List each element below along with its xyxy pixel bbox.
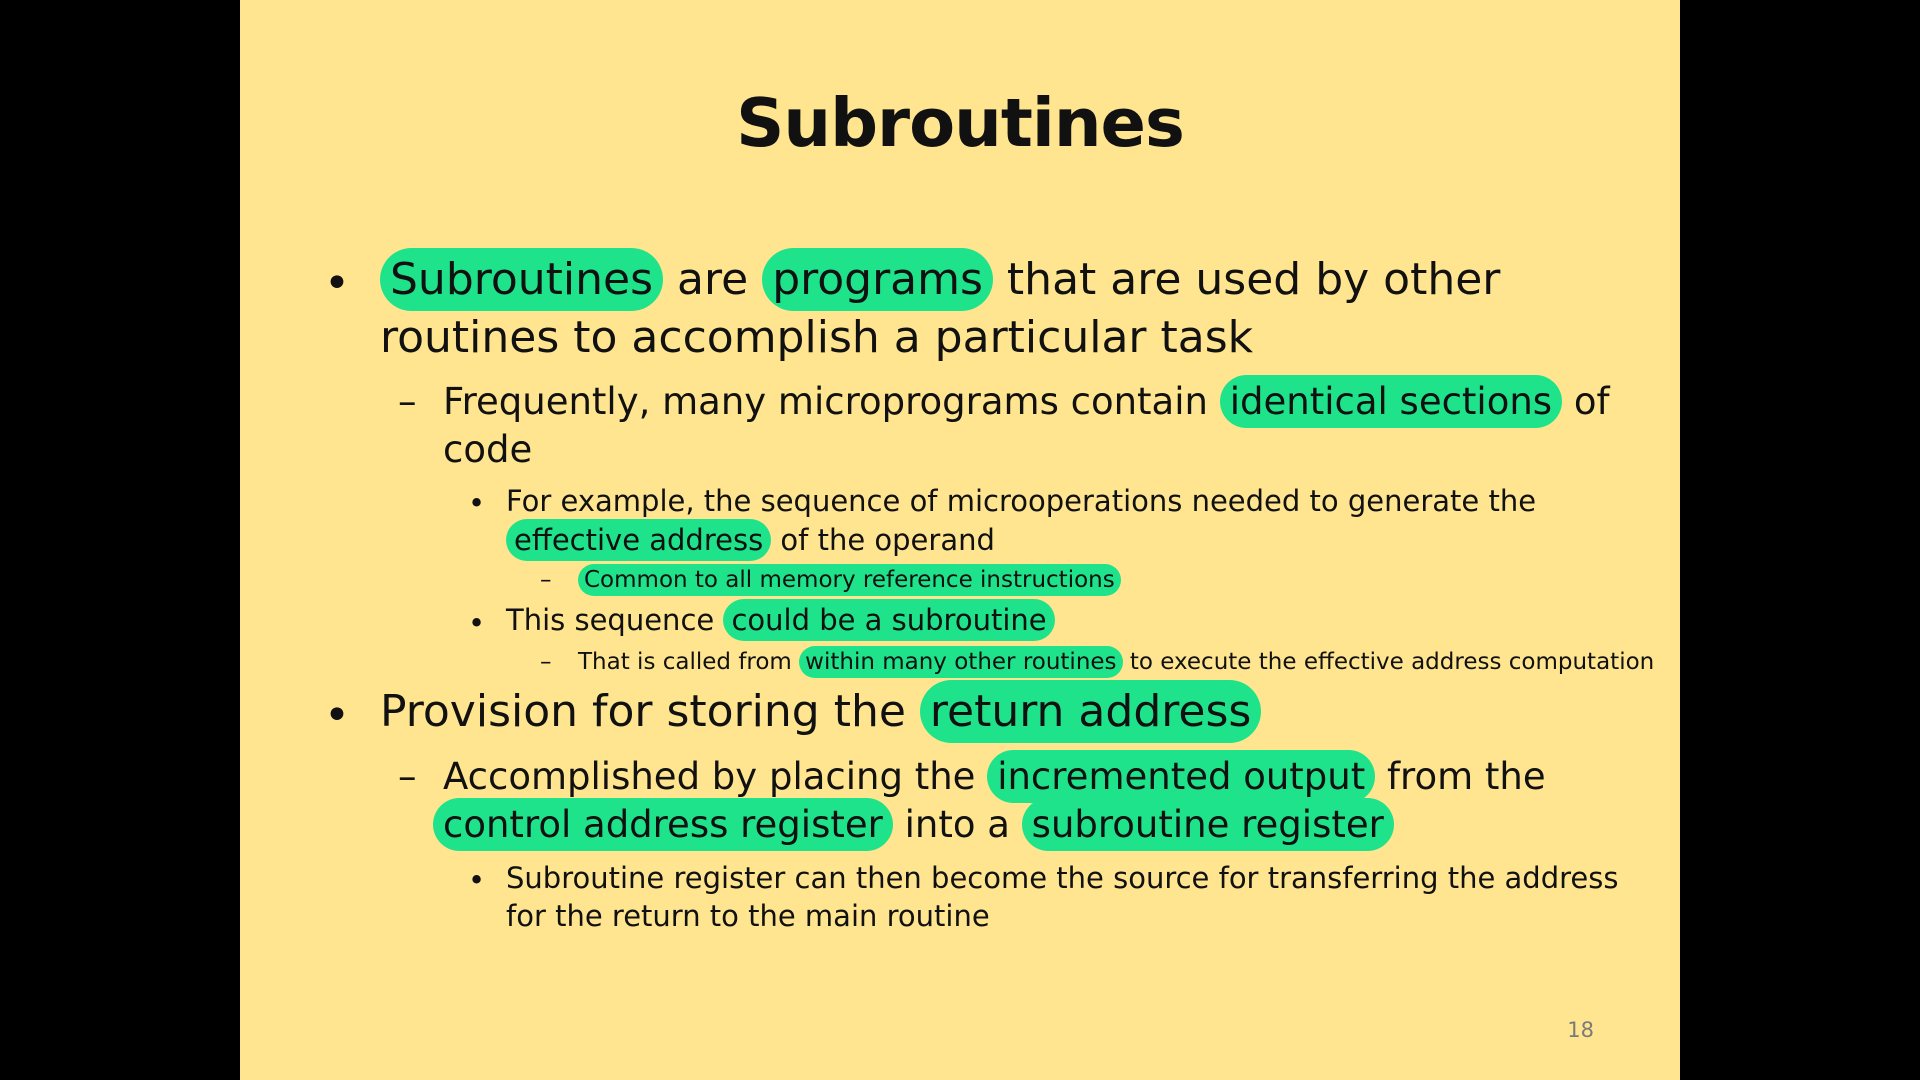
text: that are used by other: [992, 254, 1501, 305]
bullet-identical-sections-line1: Frequently, many microprograms contain i…: [443, 375, 1610, 428]
text: from the: [1375, 755, 1546, 798]
highlight-return-address: return address: [919, 680, 1262, 743]
dash-marker: –: [398, 755, 417, 798]
bullet-marker: •: [468, 863, 486, 897]
bullet-subroutine-register-line2: for the return to the main routine: [506, 899, 990, 933]
bullet-accomplished-line2: control address register into a subrouti…: [433, 798, 1394, 851]
dash-marker: –: [540, 567, 552, 593]
text: to execute the effective address computa…: [1122, 649, 1655, 675]
highlight-control-address-register: control address register: [433, 798, 893, 851]
highlight-within-many-routines: within many other routines: [799, 646, 1123, 678]
bullet-example-line1: For example, the sequence of microoperat…: [506, 484, 1537, 518]
text: This sequence: [506, 603, 724, 637]
bullet-example-line2: effective address of the operand: [506, 519, 995, 561]
bullet-called-from: That is called from within many other ro…: [578, 646, 1655, 678]
bullet-marker: •: [468, 486, 486, 520]
bullet-accomplished-line1: Accomplished by placing the incremented …: [443, 750, 1546, 803]
bullet-marker: •: [324, 258, 350, 309]
highlight-effective-address: effective address: [506, 519, 772, 561]
slide: Subroutines • Subroutines are programs t…: [240, 0, 1680, 1080]
text: are: [663, 254, 763, 305]
bullet-this-sequence: This sequence could be a subroutine: [506, 599, 1055, 641]
text: Provision for storing the: [380, 686, 920, 737]
highlight-programs: programs: [762, 248, 993, 311]
slide-title: Subroutines: [736, 84, 1185, 162]
text: into a: [892, 803, 1022, 846]
bullet-subroutines-line1: Subroutines are programs that are used b…: [380, 248, 1501, 311]
highlight-common-memory-reference: Common to all memory reference instructi…: [578, 564, 1121, 596]
bullet-subroutines-line2: routines to accomplish a particular task: [380, 312, 1254, 363]
text: Accomplished by placing the: [443, 755, 988, 798]
highlight-incremented-output: incremented output: [987, 750, 1376, 803]
text: of: [1562, 380, 1610, 423]
page-number: 18: [1567, 1018, 1594, 1042]
highlight-subroutines: Subroutines: [380, 248, 664, 311]
dash-marker: –: [540, 649, 552, 675]
text: Frequently, many microprograms contain: [443, 380, 1220, 423]
bullet-marker: •: [324, 690, 350, 741]
text: of the operand: [771, 523, 995, 557]
text: That is called from: [578, 649, 800, 675]
highlight-identical-sections: identical sections: [1219, 375, 1563, 428]
bullet-subroutine-register-line1: Subroutine register can then become the …: [506, 861, 1619, 895]
dash-marker: –: [398, 380, 417, 423]
bullet-marker: •: [468, 606, 486, 640]
highlight-could-be-subroutine: could be a subroutine: [723, 599, 1055, 641]
bullet-identical-sections-line2: code: [443, 428, 533, 471]
bullet-provision-return-address: Provision for storing the return address: [380, 680, 1262, 743]
highlight-subroutine-register: subroutine register: [1021, 798, 1394, 851]
bullet-common-memory-reference: Common to all memory reference instructi…: [578, 564, 1121, 596]
